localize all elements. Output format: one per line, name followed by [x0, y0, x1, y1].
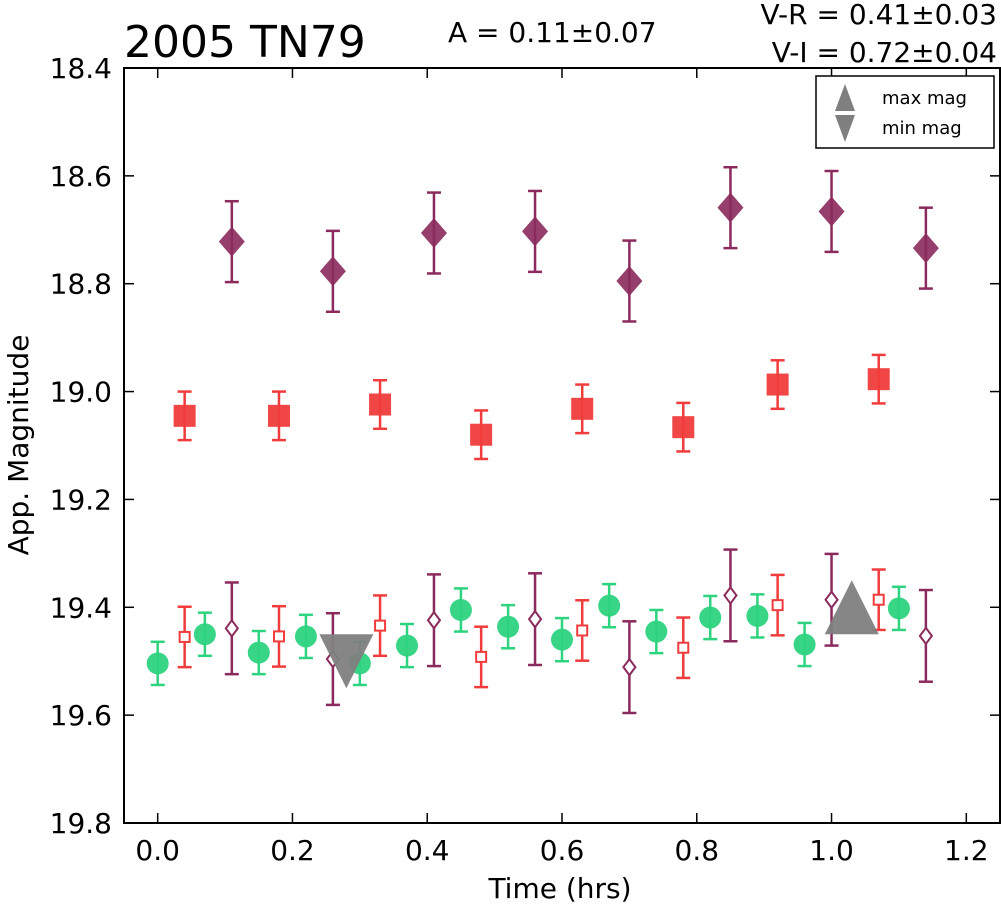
data-point	[616, 266, 643, 297]
data-point	[224, 618, 240, 638]
data-point	[571, 397, 594, 420]
data-point	[872, 593, 885, 606]
y-tick-label: 19.2	[50, 483, 112, 516]
axis-ticks: 0.0 0.2 0.4 0.6 0.8 1.0 1.2 18.4 18.6 18.8 19.0 19.…	[50, 52, 1000, 867]
data-point	[699, 606, 722, 629]
y-tick-label: 19.6	[50, 699, 112, 732]
data-point	[912, 233, 939, 264]
data-point	[374, 619, 387, 632]
x-tick-label: 0.2	[270, 834, 315, 867]
data-point	[887, 597, 910, 620]
y-tick-label: 18.6	[50, 160, 112, 193]
data-point	[173, 404, 196, 427]
data-point	[475, 650, 488, 663]
data-point	[867, 368, 890, 391]
data-point	[824, 590, 839, 610]
data-point	[218, 226, 245, 257]
data-point	[369, 393, 392, 416]
legend-label-max: max mag	[882, 88, 967, 109]
data-point	[420, 218, 447, 249]
data-point	[470, 423, 493, 446]
data-point	[771, 599, 784, 612]
y-axis-label: App. Magnitude	[2, 335, 35, 556]
plot-frame	[123, 67, 1001, 824]
data-point	[717, 192, 744, 223]
x-tick-label: 0.6	[540, 834, 585, 867]
x-tick-label: 1.2	[944, 834, 989, 867]
data-point	[146, 652, 169, 675]
data-point	[677, 641, 690, 654]
data-point	[576, 624, 589, 637]
min-mag-marker	[319, 634, 374, 689]
data-point	[247, 641, 270, 664]
series-2	[146, 582, 910, 687]
amplitude-label: A = 0.11±0.07	[448, 16, 657, 49]
legend-label-min: min mag	[882, 118, 962, 139]
series-3	[177, 568, 886, 689]
data-point	[294, 625, 317, 648]
data-point	[672, 416, 695, 439]
x-tick-label: 1.0	[809, 834, 854, 867]
data-point	[723, 585, 738, 606]
data-point	[426, 610, 442, 630]
data-point	[193, 623, 216, 646]
data-point	[645, 620, 668, 643]
data-point	[449, 598, 472, 621]
y-tick-label: 19.8	[50, 807, 112, 840]
y-tick-label: 18.8	[50, 268, 112, 301]
data-point	[766, 373, 789, 396]
color-index-vi: V-I = 0.72±0.04	[772, 36, 997, 69]
chart-title: 2005 TN79	[124, 17, 366, 68]
data-point	[497, 615, 520, 638]
data-point	[793, 633, 816, 656]
series-0	[218, 165, 939, 323]
x-tick-label: 0.4	[405, 834, 450, 867]
data-marks	[146, 165, 939, 715]
data-point	[272, 630, 285, 643]
x-tick-label: 0.0	[135, 834, 180, 867]
max-mag-marker	[824, 580, 879, 635]
x-tick-label: 0.8	[675, 834, 720, 867]
data-point	[522, 216, 549, 247]
min-mag-legend-icon	[835, 115, 855, 142]
series-4	[224, 548, 934, 715]
data-point	[622, 657, 637, 677]
data-point	[319, 256, 346, 287]
legend: max mag min mag	[815, 75, 995, 149]
y-tick-label: 19.0	[50, 376, 112, 409]
data-point	[746, 604, 769, 627]
data-point	[178, 630, 191, 643]
data-point	[527, 609, 543, 629]
data-point	[396, 634, 419, 657]
data-point	[598, 594, 621, 617]
x-axis-label: Time (hrs)	[487, 872, 631, 904]
data-point	[267, 404, 290, 427]
data-point	[551, 628, 573, 651]
color-index-vr: V-R = 0.41±0.03	[761, 0, 997, 31]
series-1	[173, 353, 890, 461]
y-tick-label: 18.4	[50, 52, 112, 85]
data-point	[918, 626, 934, 646]
y-tick-label: 19.4	[50, 591, 112, 624]
max-mag-legend-icon	[835, 84, 855, 111]
data-point	[818, 196, 845, 227]
